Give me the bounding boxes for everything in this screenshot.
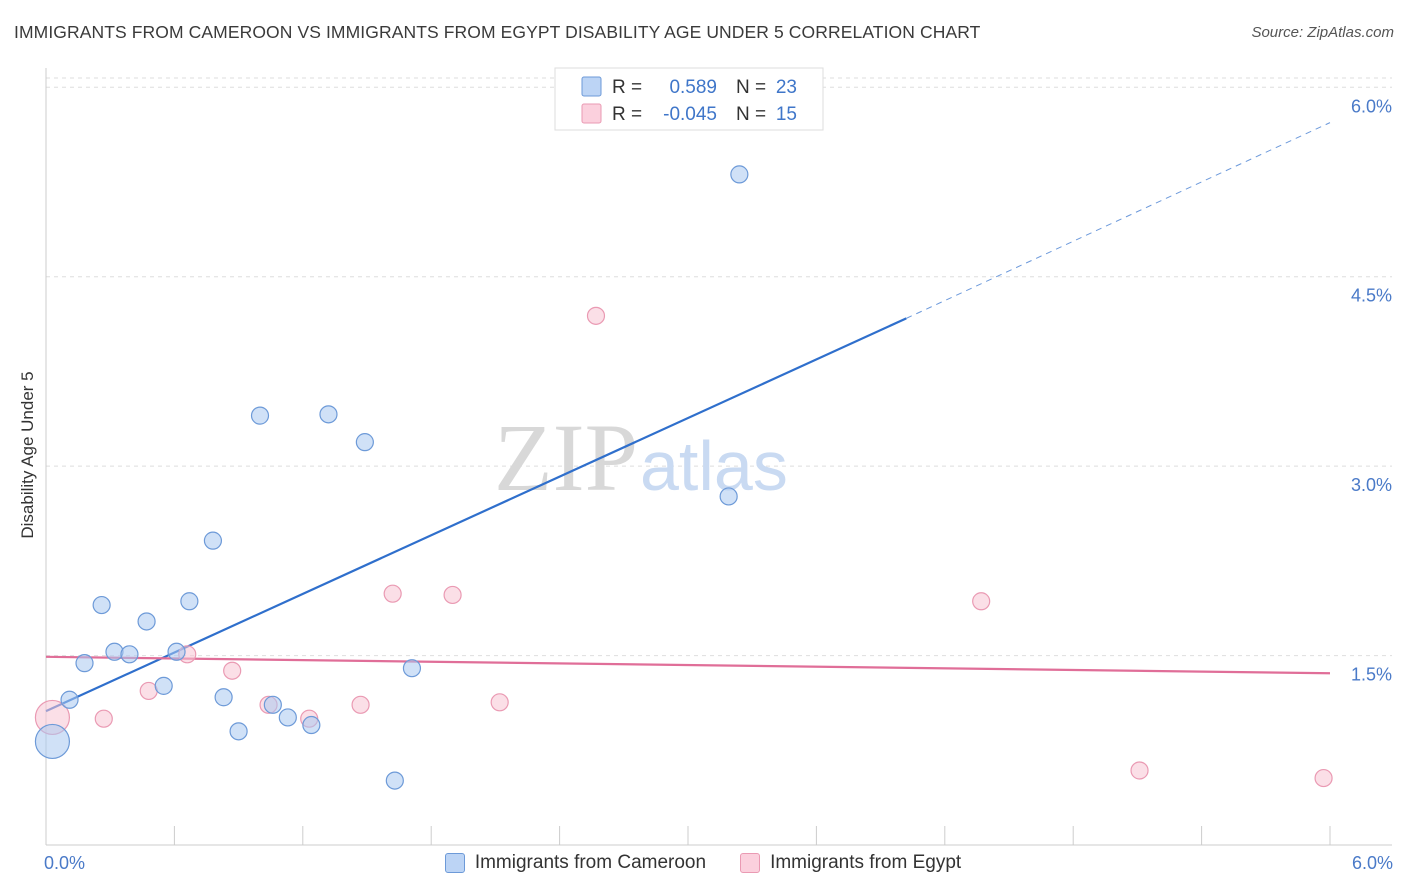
data-point-cameroon [355,433,374,452]
data-point-cameroon [250,406,270,425]
y-axis-label: Disability Age Under 5 [18,371,37,538]
data-point-egypt [1314,768,1333,788]
tick-labels: 1.5% 3.0% 4.5% 6.0% 0.0% 6.0% [44,96,1393,873]
y-tick-label: 3.0% [1351,475,1392,495]
data-point-cameroon [402,659,422,678]
source-label: Source: ZipAtlas.com [1251,24,1394,41]
grid-lines [46,77,1392,657]
stats-legend: R = 0.589 N = 23 R = -0.045 N = 15 [554,67,824,131]
data-point-egypt [972,592,991,611]
watermark-zip: ZIP [494,404,638,511]
data-point-cameroon [214,688,233,707]
y-tick-label: 4.5% [1351,286,1392,306]
legend-r-label-2: R = [612,104,642,125]
data-point-cameroon [34,723,71,760]
watermark-atlas: atlas [640,427,788,505]
legend-item-egypt: Immigrants from Egypt [740,852,961,874]
legend-label-egypt: Immigrants from Egypt [770,852,962,873]
series-legend: Immigrants from Cameroon Immigrants from… [0,852,1406,874]
legend-swatch-egypt [581,103,602,124]
trend-line-1 [45,655,1331,675]
legend-n-value-2: 15 [776,104,797,125]
data-point-cameroon [730,165,749,184]
data-point-egypt [383,584,402,603]
legend-r-value-2: -0.045 [663,104,717,125]
data-point-cameroon [60,690,79,709]
data-point-cameroon [229,722,248,741]
data-point-cameroon [180,592,199,611]
legend-label-cameroon: Immigrants from Cameroon [474,852,707,873]
data-point-egypt [94,709,113,728]
trend-line-extension-0 [906,122,1331,319]
legend-n-label-2: N = [736,104,766,125]
data-point-cameroon [302,715,321,735]
data-point-egypt [586,306,606,325]
data-point-egypt [443,585,462,605]
data-point-cameroon [92,595,111,615]
watermark: ZIP atlas [494,404,788,511]
data-point-cameroon [75,654,94,673]
x-tick-label-max: 6.0% [1352,853,1393,873]
data-point-cameroon [120,645,139,664]
x-tick-label-min: 0.0% [44,853,85,873]
legend-n-label-1: N = [736,77,766,98]
data-point-cameroon [203,531,223,550]
data-point-cameroon [167,642,186,661]
trend-lines [45,122,1331,713]
y-tick-label: 6.0% [1351,96,1392,116]
legend-swatch-icon [740,853,761,873]
data-point-egypt [223,661,242,680]
data-point-cameroon [319,405,338,424]
data-point-cameroon [263,695,282,714]
data-point-cameroon [719,487,738,506]
data-point-egypt [490,693,509,712]
data-points [34,165,1333,790]
chart-title: IMMIGRANTS FROM CAMEROON VS IMMIGRANTS F… [14,22,981,42]
data-point-egypt [351,695,370,714]
data-point-cameroon [154,676,173,695]
legend-swatch-icon [444,853,465,873]
legend-item-cameroon: Immigrants from Cameroon [444,852,707,874]
data-point-egypt [1130,761,1149,780]
legend-swatch-cameroon [581,76,602,97]
y-tick-label: 1.5% [1351,665,1392,685]
legend-r-value-1: 0.589 [669,77,717,98]
data-point-cameroon [385,771,404,790]
data-point-cameroon [137,612,156,631]
legend-r-label-1: R = [612,77,642,98]
data-point-cameroon [278,708,297,727]
legend-n-value-1: 23 [776,77,797,98]
data-point-cameroon [105,642,124,661]
